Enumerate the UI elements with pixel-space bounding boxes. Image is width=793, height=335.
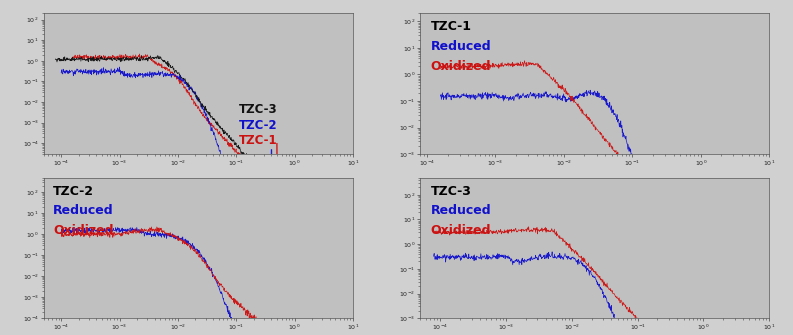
Text: TZC-2: TZC-2: [239, 119, 277, 132]
Text: Reduced: Reduced: [431, 40, 492, 53]
Text: TZC-1: TZC-1: [431, 20, 472, 34]
Text: Reduced: Reduced: [431, 204, 492, 217]
Text: TZC-2: TZC-2: [53, 185, 94, 198]
Text: Oxidized: Oxidized: [431, 224, 491, 237]
Text: Oxidized: Oxidized: [53, 224, 113, 237]
Text: TZC-3: TZC-3: [431, 185, 472, 198]
Text: TZC-1: TZC-1: [239, 134, 277, 147]
Text: Reduced: Reduced: [53, 204, 113, 217]
Text: Oxidized: Oxidized: [431, 60, 491, 73]
Text: TZC-3: TZC-3: [239, 103, 277, 116]
